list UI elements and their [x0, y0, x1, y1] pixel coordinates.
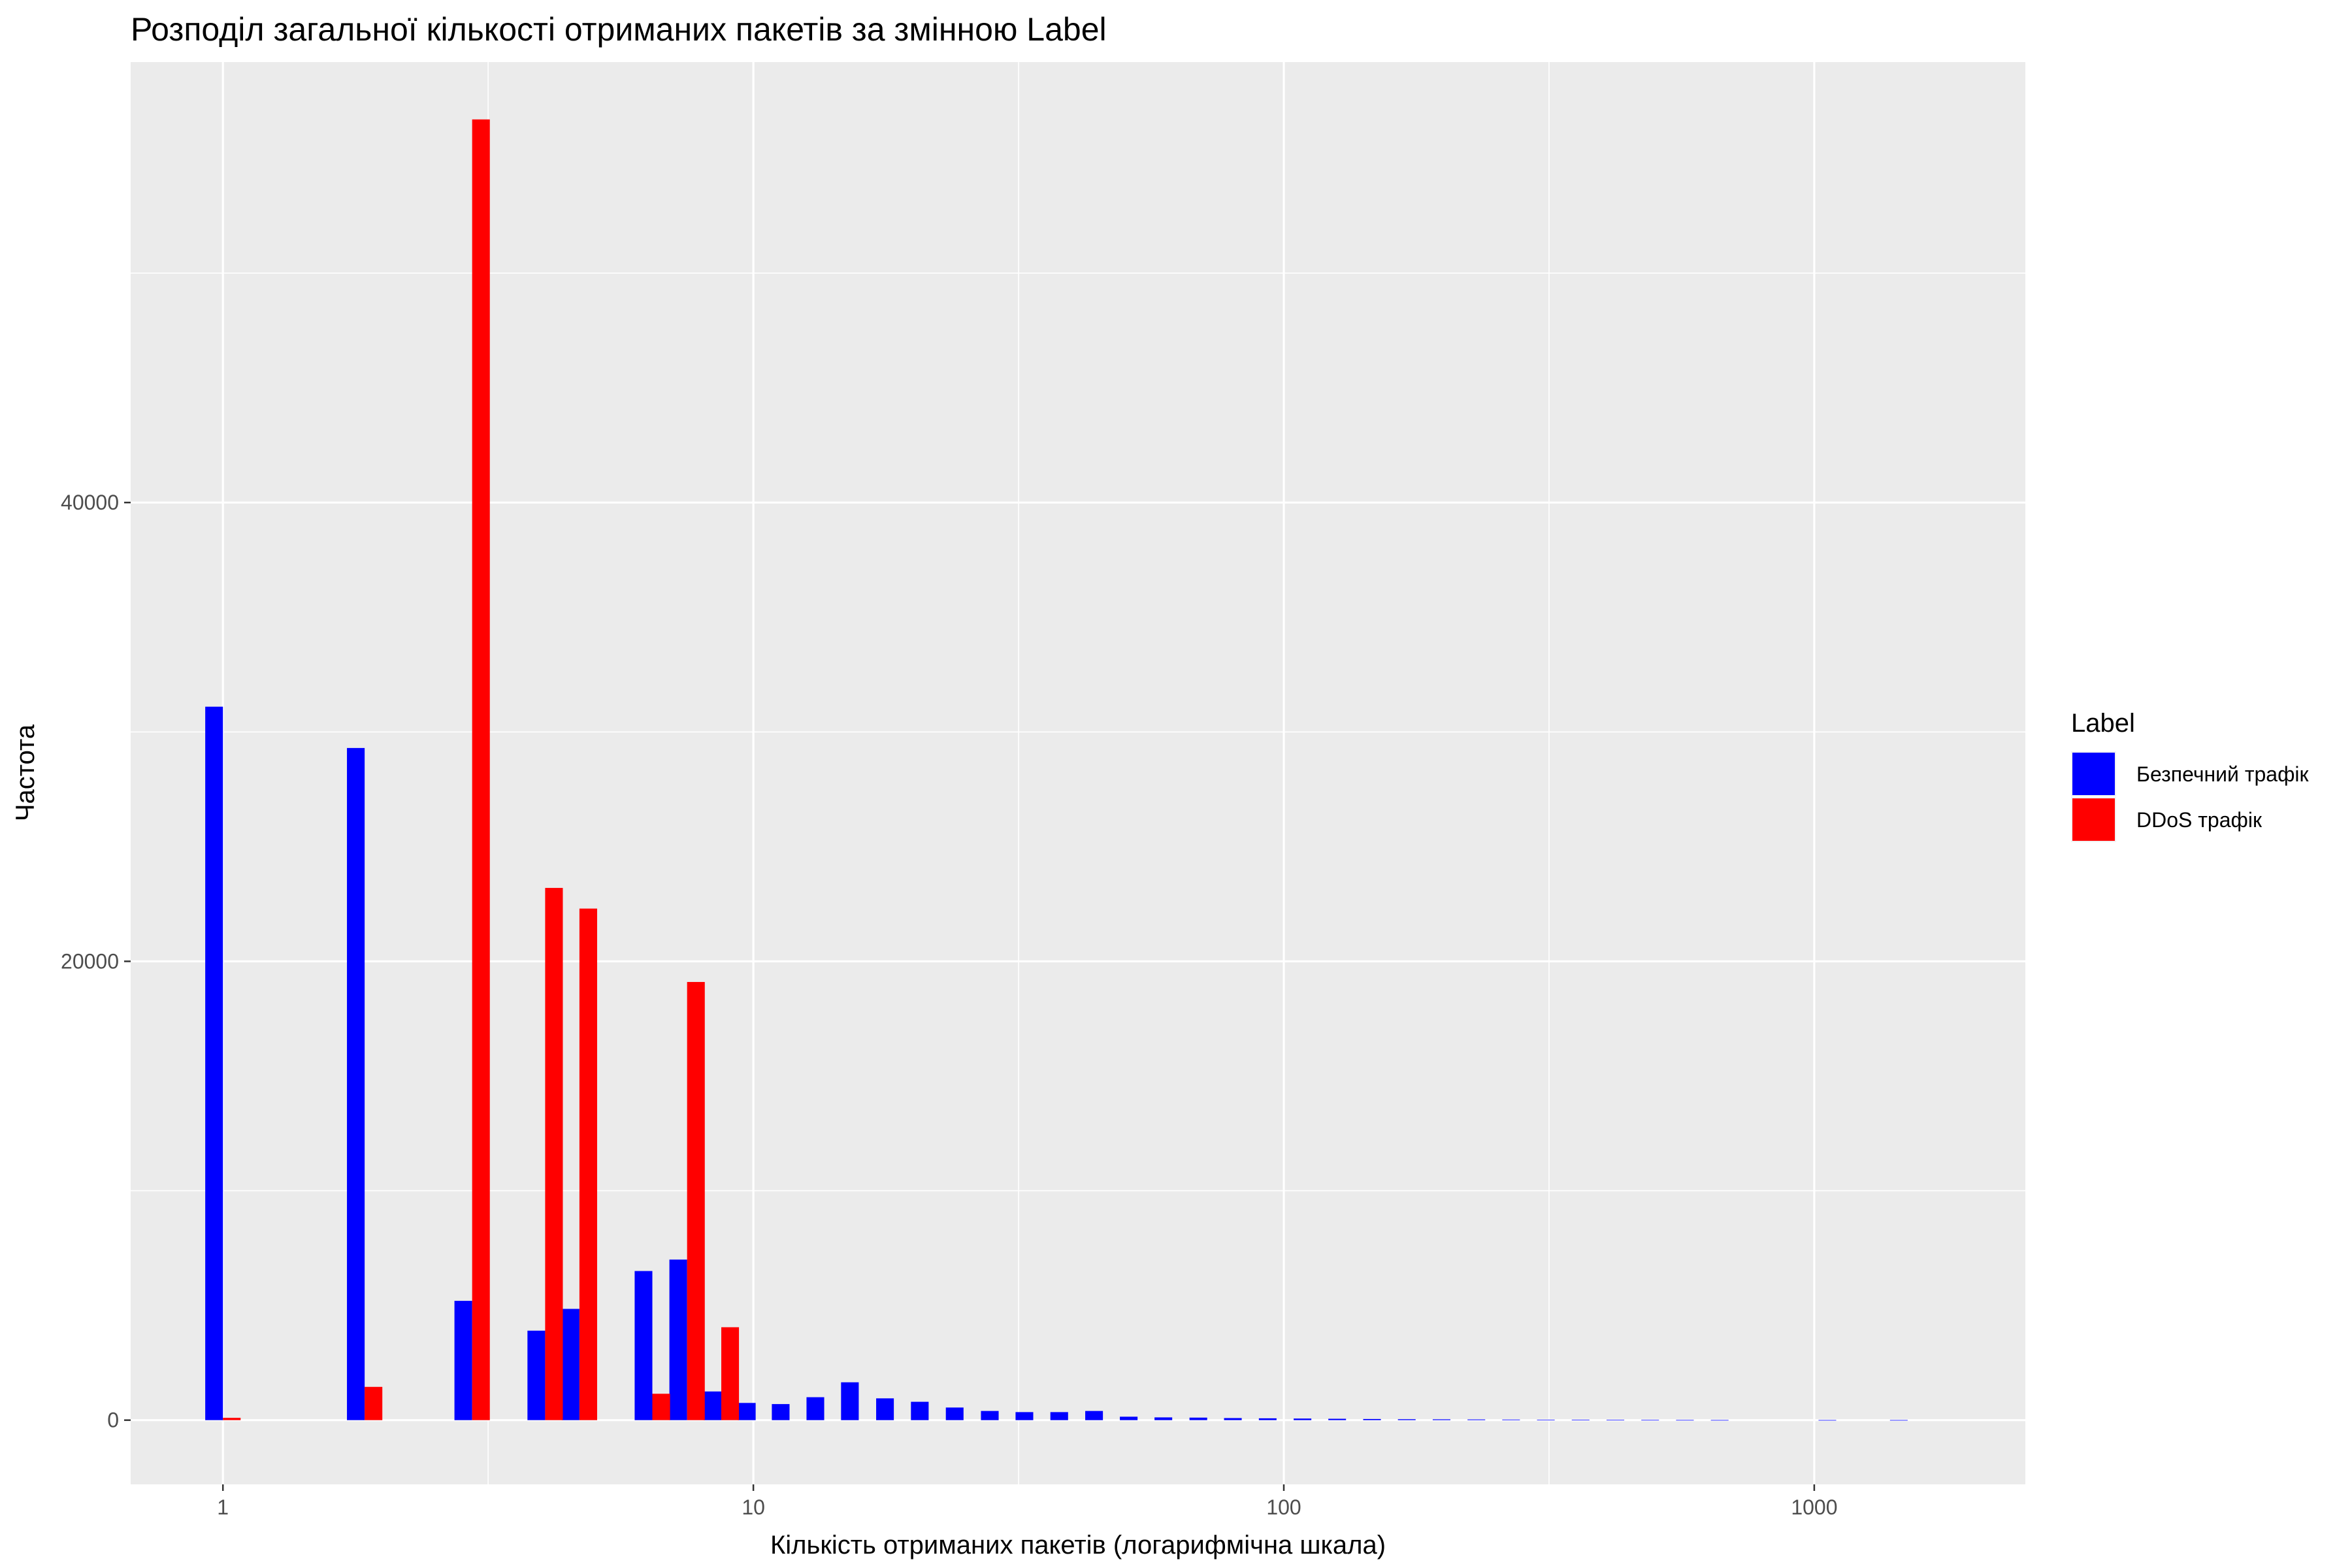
bar [365, 1386, 383, 1420]
bar [347, 747, 365, 1420]
y-tick-label: 40000 [61, 491, 119, 514]
bar [911, 1401, 929, 1420]
bar [772, 1404, 790, 1420]
bar [1328, 1418, 1347, 1420]
legend: Label Безпечний трафік DDoS трафік [2071, 709, 2310, 842]
bars [205, 119, 1908, 1421]
bar [472, 119, 490, 1420]
bar [1120, 1416, 1138, 1420]
bar [1294, 1418, 1312, 1420]
x-tick-label: 100 [1266, 1495, 1301, 1519]
grid-lines [131, 62, 2025, 1484]
bar [634, 1271, 653, 1420]
bar [652, 1394, 670, 1420]
bar [223, 1418, 241, 1420]
bar [841, 1382, 859, 1420]
bar [738, 1403, 756, 1420]
y-axis-title: Частота [11, 724, 40, 821]
legend-title: Label [2071, 709, 2135, 738]
bar [579, 908, 597, 1420]
bar [1224, 1418, 1242, 1420]
bar [687, 982, 705, 1420]
legend-label: Безпечний трафік [2136, 762, 2310, 786]
bar [1818, 1420, 1837, 1421]
chart-title: Розподіл загальної кількості отриманих п… [131, 11, 1107, 48]
bar [1050, 1412, 1068, 1420]
y-tick-label: 20000 [61, 949, 119, 973]
bar [1397, 1419, 1416, 1420]
bar [1154, 1417, 1173, 1420]
y-tick-label: 0 [107, 1409, 119, 1432]
y-axis: 0 20000 40000 [61, 491, 131, 1432]
bar [1432, 1419, 1451, 1420]
bar [205, 706, 223, 1420]
bar [669, 1259, 687, 1420]
bar [1363, 1418, 1381, 1420]
bar [527, 1330, 546, 1420]
x-tick-label: 10 [742, 1495, 765, 1519]
bar [703, 1391, 722, 1420]
legend-key-swatch [2072, 798, 2115, 841]
bar [721, 1327, 740, 1420]
x-axis-title: Кількість отриманих пакетів (логарифмічн… [770, 1531, 1386, 1560]
bar [1085, 1411, 1103, 1420]
bar [454, 1301, 472, 1420]
bar [981, 1411, 999, 1420]
bar [1189, 1417, 1207, 1420]
x-tick-label: 1 [217, 1495, 229, 1519]
bar [1889, 1420, 1908, 1421]
bar [1015, 1412, 1034, 1420]
x-tick-label: 1000 [1791, 1495, 1837, 1519]
bar [561, 1309, 580, 1420]
x-axis: 1 10 100 1000 [217, 1484, 1838, 1519]
bar [1258, 1418, 1277, 1420]
legend-key-swatch [2072, 753, 2115, 795]
bar [876, 1398, 894, 1420]
bar [545, 888, 563, 1420]
bar [806, 1397, 825, 1420]
bar [945, 1407, 964, 1420]
plot-panel [131, 62, 2025, 1484]
legend-label: DDoS трафік [2136, 808, 2262, 832]
